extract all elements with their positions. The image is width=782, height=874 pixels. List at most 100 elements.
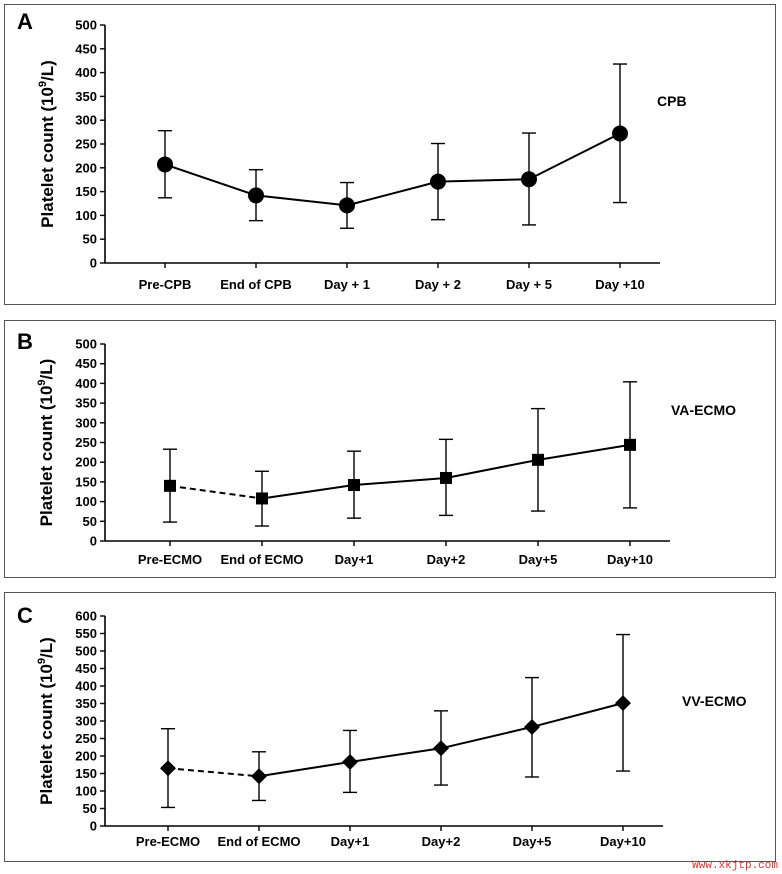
series-segment [445, 458, 539, 479]
y-axis-label: Platelet count (109/L) [36, 637, 56, 805]
series-label: VA-ECMO [671, 402, 736, 418]
x-tick-label: Day+10 [600, 834, 646, 849]
panel-letter: B [17, 329, 33, 354]
y-tick-label: 250 [75, 435, 97, 450]
series-segment [437, 178, 530, 183]
y-tick-label: 200 [75, 455, 97, 470]
y-tick-label: 150 [75, 766, 97, 781]
y-axis-label-tail: /L) [38, 60, 57, 81]
series-segment [528, 132, 621, 181]
data-point [342, 753, 358, 770]
y-tick-label: 400 [75, 65, 97, 80]
y-tick-label: 0 [90, 819, 97, 834]
y-tick-label: 250 [75, 137, 97, 152]
y-tick-label: 300 [75, 113, 97, 128]
series-segment [537, 443, 631, 461]
y-axis-label: Platelet count (109/L) [36, 359, 56, 527]
y-axis-label-base: Platelet count (10 [37, 386, 56, 527]
series-segment [258, 760, 351, 778]
y-tick-label: 100 [75, 784, 97, 799]
y-axis-label-base: Platelet count (10 [37, 664, 56, 805]
y-tick-label: 0 [90, 256, 97, 271]
data-point [624, 438, 636, 451]
y-tick-label: 50 [83, 232, 97, 247]
y-axis-label-base: Platelet count (10 [38, 87, 57, 228]
y-tick-label: 200 [75, 160, 97, 175]
panel-letter: C [17, 603, 33, 628]
y-tick-label: 450 [75, 356, 97, 371]
y-tick-label: 500 [75, 337, 97, 352]
y-tick-label: 250 [75, 731, 97, 746]
y-tick-label: 100 [75, 208, 97, 223]
watermark-text: Www.xkjtp.com [692, 860, 778, 872]
panel-c: C Platelet count (109/L) 0 50 100 150 200 250 30… [4, 592, 776, 862]
x-tick-label: Day+10 [607, 552, 653, 567]
x-tick-label: Pre-CPB [139, 277, 192, 292]
y-tick-label: 50 [83, 801, 97, 816]
x-tick-label: Day + 5 [506, 277, 552, 292]
series-segment [261, 484, 355, 500]
data-point [157, 156, 173, 173]
data-point [348, 479, 360, 492]
series-segment [255, 194, 348, 207]
x-tick-label: End of ECMO [217, 834, 300, 849]
x-tick-label: Day + 2 [415, 277, 461, 292]
y-tick-label: 150 [75, 474, 97, 489]
data-point [524, 718, 540, 735]
y-axis-label-sup: 9 [37, 81, 49, 87]
y-axis-label-sup: 9 [36, 379, 48, 385]
x-tick-label: Day+5 [519, 552, 558, 567]
y-tick-label: 450 [75, 41, 97, 56]
data-point [440, 471, 452, 484]
data-point [615, 695, 631, 712]
data-point [430, 173, 446, 190]
y-axis-label-sup: 9 [36, 658, 48, 664]
x-tick-label: Day+2 [427, 552, 466, 567]
x-tick-label: End of CPB [220, 277, 292, 292]
panel-a: A Platelet count (109/L) 0 50 100 150 200 250 30… [4, 4, 776, 305]
y-tick-label: 500 [75, 644, 97, 659]
y-tick-label: 350 [75, 89, 97, 104]
y-axis-label-tail: /L) [37, 359, 56, 380]
x-tick-label: Day+1 [331, 834, 370, 849]
series-segment [349, 747, 442, 763]
x-tick-label: Day +10 [595, 277, 645, 292]
y-tick-label: 0 [90, 534, 97, 549]
series-segment [167, 767, 260, 778]
data-point [612, 125, 628, 142]
data-point [339, 197, 355, 214]
series-label: VV-ECMO [682, 693, 747, 709]
y-tick-label: 350 [75, 396, 97, 411]
y-tick-label: 400 [75, 679, 97, 694]
data-point [521, 171, 537, 188]
y-tick-label: 50 [83, 514, 97, 529]
x-tick-label: Pre-ECMO [138, 552, 202, 567]
x-tick-label: Day+1 [335, 552, 374, 567]
y-tick-label: 150 [75, 184, 97, 199]
x-tick-label: End of ECMO [220, 552, 303, 567]
data-point [164, 479, 176, 492]
y-axis-label-tail: /L) [37, 637, 56, 658]
y-tick-label: 600 [75, 609, 97, 624]
y-tick-label: 450 [75, 661, 97, 676]
y-tick-label: 400 [75, 376, 97, 391]
series-segment [164, 163, 257, 197]
data-point [248, 187, 264, 204]
y-tick-label: 100 [75, 494, 97, 509]
series-segment [346, 180, 439, 207]
y-tick-label: 500 [75, 18, 97, 33]
chart-cpb: A Platelet count (109/L) 0 50 100 150 200 250 30… [17, 9, 687, 292]
series-segment [531, 702, 624, 728]
x-tick-label: Day+5 [513, 834, 552, 849]
y-tick-label: 300 [75, 714, 97, 729]
series-segment [353, 476, 447, 487]
series-segment [169, 484, 263, 500]
data-point [160, 760, 176, 777]
data-point [433, 740, 449, 757]
series-label: CPB [657, 93, 687, 109]
series-segment [440, 725, 533, 750]
panel-letter: A [17, 9, 33, 34]
data-point [251, 768, 267, 785]
